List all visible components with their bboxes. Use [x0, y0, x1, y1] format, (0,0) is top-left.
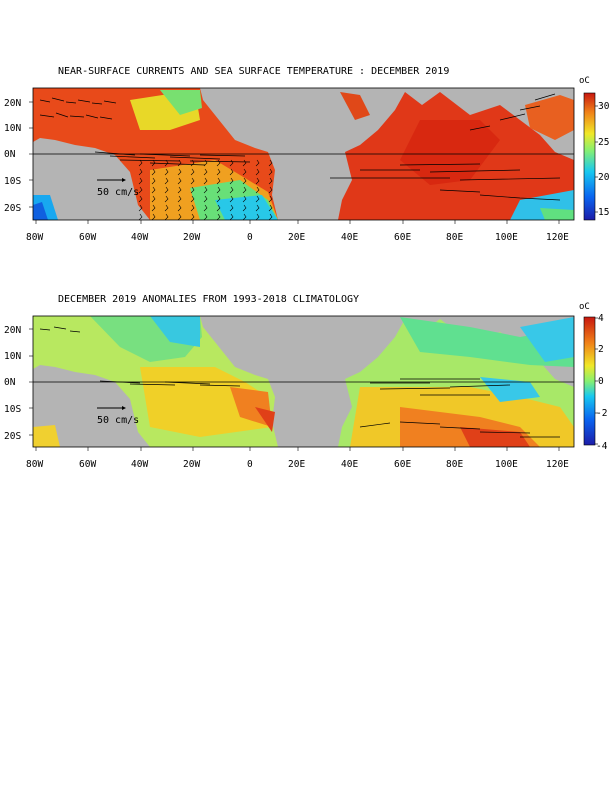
lon-label-40e: 40E — [341, 232, 358, 243]
lon-label-20e: 20E — [288, 232, 305, 243]
sst-colorbar-ticks — [595, 105, 598, 213]
sst-colorbar — [583, 92, 596, 221]
anomaly-colorbar-ticks — [595, 317, 598, 445]
atlantic-ocean — [33, 316, 278, 447]
axis-ticks — [29, 101, 560, 224]
lon-label-20e: 20E — [288, 459, 305, 470]
lat-label-0n: 0N — [4, 377, 16, 388]
axis-ticks — [29, 328, 560, 451]
indian-ocean — [338, 92, 574, 220]
sst-colorbar-unit: oC — [579, 76, 590, 86]
anom-cbar-tick-0: 0 — [598, 376, 604, 387]
map-frame — [32, 315, 575, 448]
lon-label-40e: 40E — [341, 459, 358, 470]
sst-cbar-tick-25: 25 — [598, 137, 609, 148]
lon-label-40w: 40W — [131, 459, 148, 470]
lon-label-60w: 60W — [79, 232, 96, 243]
scale-label: 50 cm/s — [97, 187, 139, 198]
anomaly-colorbar — [583, 316, 596, 446]
lon-label-80e: 80E — [446, 459, 463, 470]
lon-label-100e: 100E — [495, 232, 518, 243]
anomaly-panel-title: DECEMBER 2019 ANOMALIES FROM 1993-2018 C… — [58, 294, 360, 305]
anom-cbar-tick-neg4: -4 — [596, 441, 608, 452]
sst-map: 50 cm/s 15 20 25 30 20N 10N 0N 10S 20S 8… — [4, 87, 610, 243]
current-vectors-meridional — [138, 159, 273, 221]
lon-label-80e: 80E — [446, 232, 463, 243]
lon-label-20w: 20W — [183, 459, 200, 470]
lon-label-120e: 120E — [546, 232, 569, 243]
lon-label-60e: 60E — [394, 459, 411, 470]
lat-label-0n: 0N — [4, 149, 16, 160]
lon-label-80w: 80W — [26, 232, 43, 243]
lat-label-10s: 10S — [4, 404, 21, 415]
anomaly-colorbar-unit: oC — [579, 302, 590, 312]
sst-cbar-tick-30: 30 — [598, 101, 610, 112]
anomaly-map: 50 cm/s -4 -2 0 2 4 20N 10N 0N 10S 20S 8… — [4, 313, 608, 470]
sst-cbar-tick-15: 15 — [598, 207, 609, 218]
indian-ocean — [338, 317, 574, 447]
lon-label-60w: 60W — [79, 459, 96, 470]
lat-label-20n: 20N — [4, 325, 21, 336]
lon-label-60e: 60E — [394, 232, 411, 243]
sst-panel-title: NEAR-SURFACE CURRENTS AND SEA SURFACE TE… — [58, 66, 450, 77]
lat-label-10n: 10N — [4, 351, 21, 362]
lat-label-20n: 20N — [4, 98, 21, 109]
lon-label-80w: 80W — [26, 459, 43, 470]
scale-label: 50 cm/s — [97, 415, 139, 426]
sst-cbar-tick-20: 20 — [598, 172, 610, 183]
lat-label-10s: 10S — [4, 176, 21, 187]
current-vectors — [39, 93, 561, 201]
lon-label-120e: 120E — [546, 459, 569, 470]
lon-label-40w: 40W — [131, 232, 148, 243]
lat-label-20s: 20S — [4, 431, 21, 442]
lon-label-0: 0 — [247, 459, 253, 470]
lon-label-100e: 100E — [495, 459, 518, 470]
lon-label-0: 0 — [247, 232, 253, 243]
anom-cbar-tick-4: 4 — [598, 313, 604, 324]
anom-cbar-tick-2: 2 — [598, 344, 604, 355]
meridional-vector-path — [138, 159, 273, 221]
anomaly-panel: DECEMBER 2019 ANOMALIES FROM 1993-2018 C… — [0, 287, 612, 497]
lon-label-20w: 20W — [183, 232, 200, 243]
lat-label-10n: 10N — [4, 123, 21, 134]
lat-label-20s: 20S — [4, 203, 21, 214]
anom-cbar-tick-neg2: -2 — [596, 408, 607, 419]
sst-panel: NEAR-SURFACE CURRENTS AND SEA SURFACE TE… — [0, 60, 612, 270]
